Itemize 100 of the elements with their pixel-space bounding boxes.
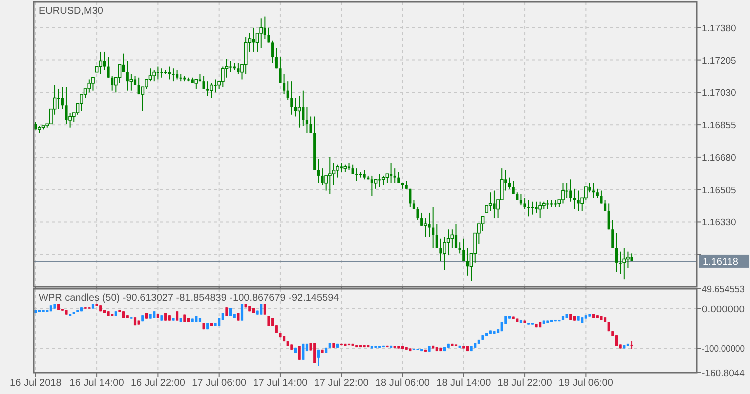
candlestick [92, 77, 95, 92]
candlestick [612, 220, 614, 249]
candlestick [317, 349, 320, 367]
x-tick-label: 19 Jul 06:00 [558, 378, 614, 389]
candlestick [370, 175, 374, 197]
candlestick [528, 200, 530, 218]
candlestick [286, 81, 290, 101]
chart-title: WPR candles (50) -90.613027 -81.854839 -100.867679 -92.145594 [39, 293, 340, 304]
x-tick-label: 16 Jul 22:00 [130, 378, 186, 389]
candlestick [520, 194, 523, 206]
candlestick [458, 242, 462, 254]
candlestick [512, 181, 515, 195]
x-tick-label: 18 Jul 14:00 [436, 378, 492, 389]
candlestick [65, 86, 68, 125]
candlestick [160, 68, 164, 78]
candlestick [88, 79, 92, 94]
candlestick [321, 168, 324, 186]
candlestick [268, 27, 270, 44]
candlestick [535, 201, 538, 214]
candlestick [363, 170, 366, 180]
y-tick-label: 1.17205 [702, 56, 736, 67]
candlestick [488, 192, 492, 212]
candlestick [340, 162, 343, 173]
candlestick [214, 79, 217, 94]
candlestick [282, 74, 286, 96]
candlestick [608, 203, 610, 230]
y-tick-label: -160.8044 [702, 368, 745, 380]
candlestick [61, 86, 64, 110]
candlestick [156, 66, 160, 80]
x-tick-label: 16 Jul 2018 [10, 378, 62, 389]
candlestick [244, 36, 248, 75]
candlestick [619, 251, 622, 275]
candlestick [600, 190, 603, 204]
candlestick [206, 81, 210, 97]
candlestick [264, 16, 266, 40]
candlestick [531, 201, 534, 216]
x-tick-label: 17 Jul 14:00 [253, 378, 308, 389]
x-tick-label: 17 Jul 06:00 [192, 378, 248, 389]
candlestick [314, 342, 316, 364]
ref-line-label: 1.16118 [703, 256, 739, 268]
candlestick [310, 116, 312, 134]
candlestick [546, 200, 550, 210]
candlestick [298, 346, 301, 360]
candlestick [615, 335, 618, 347]
candlestick [111, 76, 114, 92]
candlestick [398, 172, 400, 184]
candlestick [412, 200, 416, 210]
candlestick [596, 188, 599, 199]
candlestick [126, 60, 129, 92]
candlestick [118, 64, 122, 84]
candlestick [202, 76, 206, 90]
candlestick [279, 57, 282, 84]
y-tick-label: 1.16505 [702, 185, 736, 196]
candlestick [240, 304, 244, 322]
candlestick [194, 79, 198, 90]
candlestick [420, 212, 424, 226]
candlestick [332, 162, 336, 186]
y-tick-label: 1.17030 [702, 88, 736, 100]
candlestick [252, 27, 256, 52]
x-tick-label: 18 Jul 06:00 [376, 378, 430, 389]
candlestick [454, 224, 458, 249]
candlestick [416, 206, 420, 221]
candlestick [622, 248, 626, 280]
candlestick [210, 82, 214, 99]
y-tick-label: 1.16330 [702, 218, 736, 229]
candlestick [394, 168, 396, 184]
candlestick [290, 81, 294, 116]
candlestick [562, 182, 565, 204]
candlestick [317, 158, 320, 184]
candlestick [428, 212, 431, 238]
candlestick [409, 188, 412, 208]
candlestick [172, 68, 175, 82]
candlestick [577, 190, 580, 212]
candlestick [466, 248, 470, 276]
candlestick [58, 88, 60, 110]
candlestick [382, 175, 386, 186]
candlestick [462, 238, 466, 262]
candlestick [275, 48, 278, 70]
candlestick [302, 343, 305, 360]
candlestick [386, 174, 390, 184]
y-tick-label: 0.000000 [702, 304, 745, 316]
candlestick [493, 190, 496, 220]
candlestick [306, 106, 309, 134]
y-tick-label: 49.654553 [702, 284, 747, 296]
candlestick [230, 60, 232, 73]
candlestick [524, 198, 526, 210]
candlestick [176, 70, 179, 80]
y-tick-label: 1.17380 [702, 23, 736, 34]
candlestick [390, 162, 393, 184]
candlestick [138, 77, 140, 96]
candlestick [378, 174, 382, 188]
y-tick-label: 1.16855 [702, 120, 736, 132]
candlestick [260, 304, 263, 316]
chart-title: EURUSD,M30 [39, 6, 104, 17]
y-tick-label: 1.16680 [702, 152, 736, 164]
candlestick [152, 70, 156, 82]
candlestick [440, 238, 442, 262]
candlestick [570, 179, 572, 202]
candlestick [573, 188, 576, 210]
candlestick [225, 58, 229, 78]
